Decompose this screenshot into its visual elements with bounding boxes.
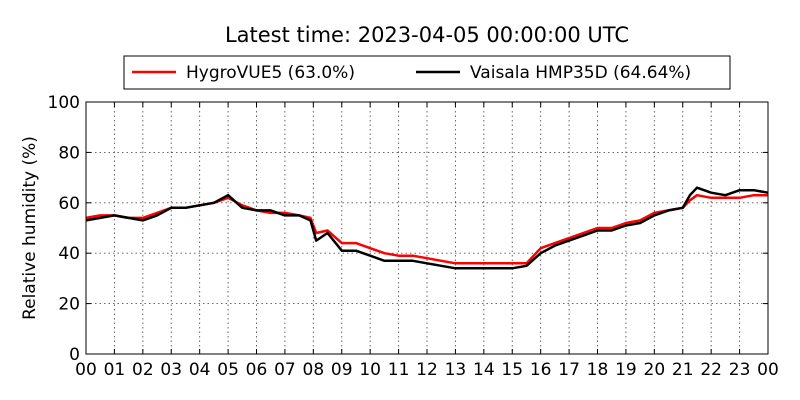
x-tick-label: 03: [160, 360, 182, 380]
x-tick-label: 08: [303, 360, 325, 380]
x-tick-label: 20: [644, 360, 666, 380]
x-tick-label: 01: [104, 360, 126, 380]
x-tick-label: 07: [274, 360, 296, 380]
x-tick-label: 21: [672, 360, 694, 380]
x-tick-label: 23: [729, 360, 751, 380]
x-tick-label: 02: [132, 360, 154, 380]
x-tick-label: 16: [530, 360, 552, 380]
x-tick-label: 00: [75, 360, 97, 380]
x-tick-label: 09: [331, 360, 353, 380]
x-tick-label: 05: [217, 360, 239, 380]
x-tick-label: 00: [757, 360, 779, 380]
x-tick-label: 14: [473, 360, 495, 380]
y-tick-label: 100: [48, 93, 80, 113]
chart-title: Latest time: 2023-04-05 00:00:00 UTC: [225, 23, 629, 47]
series-layer: [85, 186, 769, 270]
ticks: 00 01 02 03 04 05 06 07 08 09 10 11 12 13 14 15 16 17 18 19…: [48, 93, 779, 380]
x-tick-label: 15: [501, 360, 523, 380]
x-tick-label: 13: [445, 360, 467, 380]
legend-label-hygrovue5: HygroVUE5 (63.0%): [186, 63, 355, 83]
y-tick-label: 40: [58, 244, 80, 264]
grid: [86, 102, 768, 354]
x-tick-label: 12: [416, 360, 438, 380]
x-tick-label: 19: [615, 360, 637, 380]
legend: HygroVUE5 (63.0%) Vaisala HMP35D (64.64%…: [123, 55, 731, 90]
y-tick-label: 0: [69, 345, 80, 365]
x-tick-label: 11: [388, 360, 410, 380]
x-tick-label: 18: [587, 360, 609, 380]
x-tick-label: 10: [359, 360, 381, 380]
y-tick-label: 60: [58, 194, 80, 214]
x-tick-label: 17: [558, 360, 580, 380]
legend-label-vaisala: Vaisala HMP35D (64.64%): [470, 63, 691, 83]
x-tick-label: 22: [700, 360, 722, 380]
x-tick-label: 04: [189, 360, 211, 380]
x-tick-label: 06: [246, 360, 268, 380]
y-tick-label: 20: [58, 295, 80, 315]
series-line-vaisala: [85, 186, 769, 270]
y-axis-label: Relative humidity (%): [20, 136, 40, 320]
y-tick-label: 80: [58, 143, 80, 163]
